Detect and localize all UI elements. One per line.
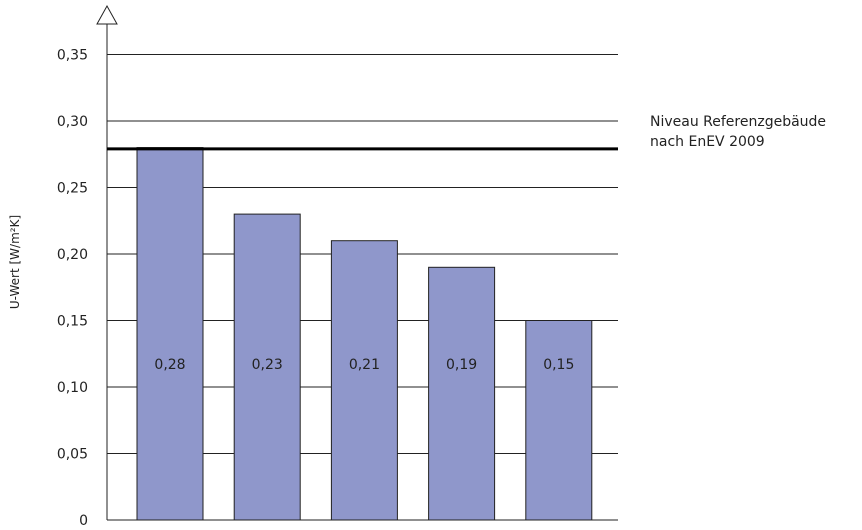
bar (233, 213, 301, 521)
y-tick-label: 0,30 (57, 114, 88, 130)
bar-value-label: 0,21 (349, 357, 380, 373)
bar (428, 266, 496, 521)
y-tick-labels: 0 0,05 0,10 0,15 0,20 0,25 0,30 0,35 (57, 48, 88, 530)
bar-value-label: 0,19 (446, 357, 477, 373)
y-tick-label: 0 (79, 513, 88, 526)
bars: 0,28 0,23 0,21 0,19 0,15 (136, 147, 593, 521)
y-tick-label: 0,10 (57, 380, 88, 396)
y-axis (96, 4, 118, 520)
bar (330, 240, 398, 521)
bar (136, 147, 204, 521)
bar-value-label: 0,23 (252, 357, 283, 373)
bar (525, 320, 593, 521)
reference-label-line1: Niveau Referenzgebäude (650, 114, 826, 130)
reference-line-group: Niveau Referenzgebäude nach EnEV 2009 (107, 114, 826, 151)
bar-value-label: 0,15 (543, 357, 574, 373)
y-tick-label: 0,20 (57, 247, 88, 263)
y-axis-label: U-Wert [W/m²K] (8, 215, 22, 309)
y-tick-label: 0,05 (57, 447, 88, 463)
y-tick-label: 0,35 (57, 48, 88, 64)
y-axis-arrow-icon (96, 4, 118, 25)
y-tick-label: 0,15 (57, 314, 88, 330)
reference-label-line2: nach EnEV 2009 (650, 134, 765, 150)
y-tick-label: 0,25 (57, 181, 88, 197)
bar-value-label: 0,28 (154, 357, 185, 373)
